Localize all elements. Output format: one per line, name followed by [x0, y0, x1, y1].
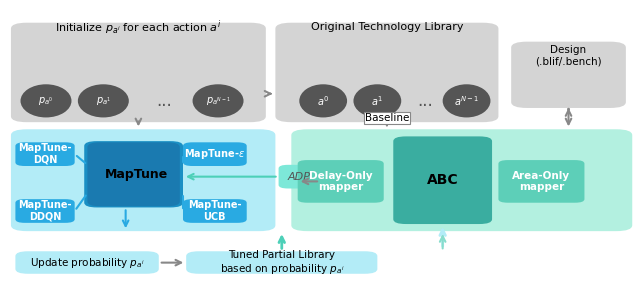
Ellipse shape [300, 84, 347, 117]
Text: MapTune-
UCB: MapTune- UCB [188, 200, 242, 222]
Text: MapTune: MapTune [105, 168, 168, 181]
FancyBboxPatch shape [499, 160, 584, 203]
Text: Area-Only
mapper: Area-Only mapper [513, 170, 570, 192]
Text: $a^1$: $a^1$ [371, 94, 383, 108]
Text: $p_{a^0}$: $p_{a^0}$ [38, 95, 54, 107]
Text: Tuned Partial Library
based on probability $p_{a^i}$: Tuned Partial Library based on probabili… [220, 250, 344, 276]
Text: MapTune-
DQN: MapTune- DQN [19, 144, 72, 165]
FancyBboxPatch shape [11, 23, 266, 122]
Text: ADP: ADP [288, 172, 311, 182]
Ellipse shape [353, 84, 401, 117]
Text: $p_{a^1}$: $p_{a^1}$ [95, 95, 111, 107]
Text: Baseline: Baseline [365, 113, 409, 123]
FancyBboxPatch shape [298, 160, 384, 203]
FancyBboxPatch shape [15, 199, 75, 223]
Text: ...: ... [156, 92, 172, 110]
Ellipse shape [78, 84, 129, 117]
Text: Delay-Only
mapper: Delay-Only mapper [309, 170, 372, 192]
Ellipse shape [443, 84, 490, 117]
FancyBboxPatch shape [15, 142, 75, 166]
FancyBboxPatch shape [11, 129, 275, 231]
FancyBboxPatch shape [511, 42, 626, 108]
FancyBboxPatch shape [291, 129, 632, 231]
Text: MapTune-
DDQN: MapTune- DDQN [19, 200, 72, 222]
Text: Design
(.blif/.bench): Design (.blif/.bench) [535, 45, 602, 67]
Text: $a^{N-1}$: $a^{N-1}$ [454, 94, 479, 108]
Text: Original Technology Library: Original Technology Library [310, 22, 463, 32]
Text: Initialize $p_{a^i}$ for each action $a^i$: Initialize $p_{a^i}$ for each action $a^… [55, 18, 221, 37]
Ellipse shape [193, 84, 244, 117]
Text: $a^0$: $a^0$ [317, 94, 330, 108]
Text: $p_{a^{N-1}}$: $p_{a^{N-1}}$ [205, 95, 230, 107]
Ellipse shape [20, 84, 72, 117]
Text: Update probability $p_{a^i}$: Update probability $p_{a^i}$ [29, 256, 144, 269]
FancyBboxPatch shape [275, 23, 499, 122]
FancyBboxPatch shape [15, 251, 159, 274]
FancyBboxPatch shape [88, 142, 180, 206]
FancyBboxPatch shape [183, 199, 246, 223]
Text: ABC: ABC [427, 173, 458, 187]
FancyBboxPatch shape [186, 251, 378, 274]
FancyBboxPatch shape [84, 141, 183, 208]
Text: MapTune-$\epsilon$: MapTune-$\epsilon$ [184, 147, 246, 161]
Text: ...: ... [417, 92, 433, 110]
FancyBboxPatch shape [278, 165, 320, 189]
FancyBboxPatch shape [394, 136, 492, 224]
FancyBboxPatch shape [183, 142, 246, 166]
